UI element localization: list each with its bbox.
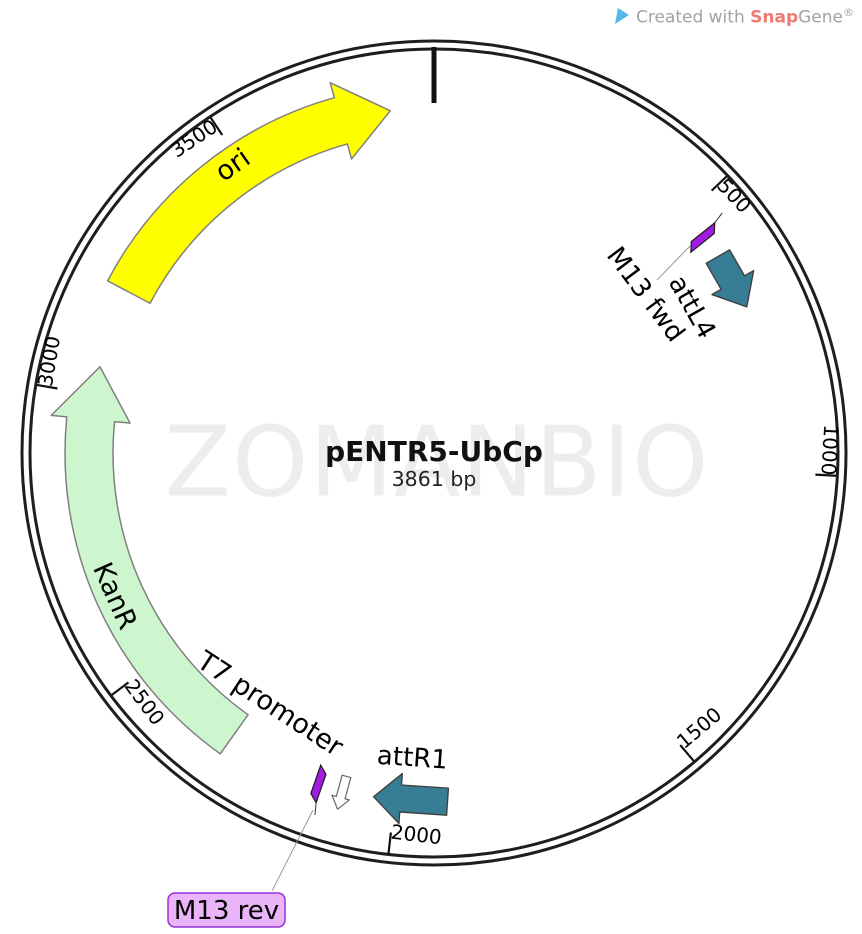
credit-brand: Snap xyxy=(750,7,799,28)
feature-t7-promoter[interactable] xyxy=(329,774,355,812)
tick-label-2000: 2000 xyxy=(390,820,443,850)
feature-arrow-attr1[interactable] xyxy=(372,772,450,827)
plasmid-name: pENTR5-UbCp xyxy=(325,435,543,468)
callout-line-m13-rev xyxy=(271,809,314,892)
tick-2500 xyxy=(111,681,130,696)
primer-blade-m13-fwd[interactable] xyxy=(686,221,720,254)
tick-2000 xyxy=(387,832,392,854)
feature-m13-fwd[interactable] xyxy=(686,212,724,254)
tick-label-500: 500 xyxy=(712,173,756,217)
tick-3000 xyxy=(36,383,58,390)
primer-tip-line-m13-fwd xyxy=(714,212,723,224)
feature-arrow-ori[interactable] xyxy=(106,81,392,304)
credit-prefix: Created with xyxy=(635,7,751,28)
snapgene-credit: Created with SnapGene® xyxy=(613,6,854,28)
callout-line-m13-fwd xyxy=(656,245,691,281)
feature-m13-rev[interactable] xyxy=(309,763,329,816)
feature-arrow-attl4[interactable] xyxy=(697,245,768,319)
tick-label-1500: 1500 xyxy=(672,702,726,753)
plasmid-ring-outer xyxy=(20,39,848,867)
primer-tip-line-m13-rev xyxy=(314,802,317,816)
feature-attr1[interactable] xyxy=(372,772,450,827)
m13-rev-label-box[interactable] xyxy=(167,892,286,928)
primer-blade-m13-rev[interactable] xyxy=(309,763,329,805)
feature-attl4[interactable] xyxy=(697,245,768,319)
tick-1500 xyxy=(679,744,695,762)
feature-label-m13-rev[interactable]: M13 rev xyxy=(174,896,279,926)
tick-1000 xyxy=(815,473,837,477)
snapgene-logo-icon xyxy=(614,8,629,25)
watermark-text: ZOMANBIO xyxy=(165,406,710,519)
feature-ori[interactable] xyxy=(106,81,392,304)
registered-mark: ® xyxy=(843,6,854,19)
promoter-glyph-t7-promoter[interactable] xyxy=(329,774,355,812)
plasmid-size: 3861 bp xyxy=(392,467,477,491)
feature-kanr[interactable] xyxy=(50,366,249,755)
tick-3500 xyxy=(209,116,224,136)
credit-brand-suffix: Gene xyxy=(798,7,843,28)
feature-label-attr1[interactable]: attR1 xyxy=(376,741,449,776)
tick-500 xyxy=(710,175,728,192)
credit-text: Created with SnapGene® xyxy=(636,6,854,28)
tick-label-1000: 1000 xyxy=(816,424,843,476)
feature-arrow-kanr[interactable] xyxy=(50,366,249,755)
